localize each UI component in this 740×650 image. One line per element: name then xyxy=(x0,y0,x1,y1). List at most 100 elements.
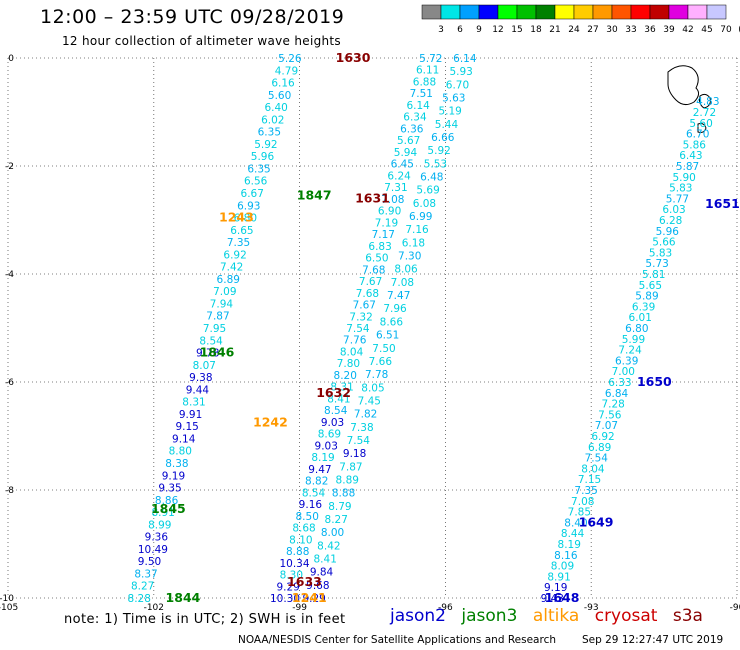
wave-height-value: 5.69 xyxy=(416,185,439,197)
wave-height-value: 8.80 xyxy=(169,446,192,458)
legend-altika: altika xyxy=(532,606,580,626)
wave-height-value: 8.41 xyxy=(327,393,350,405)
wave-height-value: 8.05 xyxy=(361,382,384,394)
wave-height-value: 5.66 xyxy=(652,237,676,249)
wave-height-value: 6.35 xyxy=(258,127,281,139)
wave-height-value: 9.16 xyxy=(299,499,323,511)
wave-height-value: 6.14 xyxy=(453,53,477,65)
wave-height-value: 10.49 xyxy=(138,544,168,556)
wave-height-value: 9.36 xyxy=(145,532,169,544)
wave-height-value: 8.54 xyxy=(302,487,326,499)
wave-height-value: 7.95 xyxy=(203,323,226,335)
wave-height-value: 8.19 xyxy=(558,539,581,551)
wave-height-value: 6.43 xyxy=(679,150,702,162)
wave-height-value: 5.73 xyxy=(645,258,668,270)
colorbar-label: 45 xyxy=(701,25,712,35)
pass-time-label: 1648 xyxy=(545,590,580,605)
wave-height-value: 7.78 xyxy=(365,369,388,381)
wave-height-value: 9.78 xyxy=(196,348,219,360)
wave-height-value: 6.92 xyxy=(223,249,246,261)
page-subtitle: 12 hour collection of altimeter wave hei… xyxy=(62,34,341,48)
wave-height-value: 10.30 xyxy=(270,593,300,605)
wave-height-value: 6.18 xyxy=(402,237,425,249)
wave-height-value: 7.07 xyxy=(595,420,618,432)
wave-height-value: 8.44 xyxy=(561,528,585,540)
wave-height-value: 7.80 xyxy=(337,358,360,370)
wave-height-value: 8.07 xyxy=(193,360,216,372)
wave-height-value: 5.83 xyxy=(669,183,692,195)
wave-height-value: 8.04 xyxy=(340,346,364,358)
wave-height-value: 6.99 xyxy=(409,211,432,223)
wave-height-value: 5.90 xyxy=(672,172,695,184)
wave-height-value: 6.80 xyxy=(234,213,257,225)
wave-height-value: 9.35 xyxy=(158,483,181,495)
page-title: 12:00 – 23:59 UTC 09/28/2019 xyxy=(40,6,345,28)
legend-cryosat: cryosat xyxy=(594,606,658,626)
wave-height-value: 8.88 xyxy=(332,488,355,500)
wave-height-value: 5.96 xyxy=(251,151,275,163)
wave-height-value: 7.56 xyxy=(598,409,622,421)
pass-time-label: 1650 xyxy=(637,374,672,389)
colorbar-label: 9 xyxy=(476,25,482,35)
wave-height-value: 6.93 xyxy=(237,200,260,212)
wave-height-value: 8.37 xyxy=(134,568,157,580)
wave-height-value: 8.91 xyxy=(151,507,174,519)
wave-height-value: 9.29 xyxy=(276,581,299,593)
colorbar-label: 3 xyxy=(438,25,444,35)
wave-height-value: 4.79 xyxy=(275,65,298,77)
wave-height-value: 6.56 xyxy=(244,176,268,188)
wave-height-value: 6.51 xyxy=(376,330,399,342)
wave-height-value: 6.02 xyxy=(261,114,284,126)
wave-height-value: 2.72 xyxy=(693,107,716,119)
wave-height-value: 5.89 xyxy=(635,291,658,303)
wave-height-value: 5.92 xyxy=(427,145,450,157)
wave-height-value: 8.27 xyxy=(325,514,348,526)
wave-height-value: 6.01 xyxy=(629,312,652,324)
y-tick-label: -8 xyxy=(5,486,14,496)
wave-height-value: 8.42 xyxy=(317,540,340,552)
wave-height-value: 5.96 xyxy=(656,226,680,238)
wave-height-value: 5.93 xyxy=(449,66,472,78)
wave-height-value: 8.10 xyxy=(289,534,312,546)
wave-height-value: 7.68 xyxy=(356,288,379,300)
wave-height-value: 5.60 xyxy=(268,90,291,102)
wave-height-value: 6.36 xyxy=(400,123,424,135)
wave-height-value: 6.34 xyxy=(403,112,427,124)
wave-height-value: 8.40 xyxy=(564,517,587,529)
wave-height-value: 8.30 xyxy=(280,570,303,582)
wave-height-value: 7.45 xyxy=(358,395,381,407)
wave-height-value: 7.16 xyxy=(405,224,429,236)
colorbar-label: 6 xyxy=(457,25,463,35)
wave-height-value: 9.29 xyxy=(302,593,325,605)
wave-height-value: 5.92 xyxy=(254,139,277,151)
pass-time-label: 1649 xyxy=(579,514,614,529)
wave-height-value: 9.44 xyxy=(186,384,210,396)
wave-height-value: 8.28 xyxy=(128,593,151,605)
wave-height-value: 6.90 xyxy=(378,206,401,218)
wave-height-value: 6.24 xyxy=(387,170,411,182)
pass-time-label: 1633 xyxy=(287,574,322,589)
satellite-legend: jason2 jason3 altika cryosat s3a xyxy=(390,606,713,626)
wave-height-value: 8.38 xyxy=(165,458,188,470)
wave-height-value: 5.87 xyxy=(676,161,699,173)
wave-height-value: 5.86 xyxy=(683,139,707,151)
wave-height-value: 8.66 xyxy=(380,316,404,328)
colorbar-label: 42 xyxy=(682,25,693,35)
wave-height-value: 6.70 xyxy=(686,129,709,141)
pass-time-label: 1242 xyxy=(253,415,288,430)
legend-s3a: s3a xyxy=(672,606,703,626)
wave-height-value: 8.31 xyxy=(182,397,205,409)
wave-height-value: 7.08 xyxy=(391,277,414,289)
wave-height-value: 5.99 xyxy=(622,334,645,346)
wave-height-value: 7.67 xyxy=(353,300,376,312)
units-note: note: 1) Time is in UTC; 2) SWH is in fe… xyxy=(64,612,346,627)
wave-height-value: 7.68 xyxy=(362,264,385,276)
wave-height-value: 8.91 xyxy=(547,571,570,583)
wave-height-value: 8.69 xyxy=(318,429,341,441)
wave-height-value: 9.03 xyxy=(321,417,344,429)
wave-height-value: 8.68 xyxy=(292,523,315,535)
wave-height-value: 8.31 xyxy=(330,382,353,394)
wave-height-value: 7.00 xyxy=(612,366,635,378)
